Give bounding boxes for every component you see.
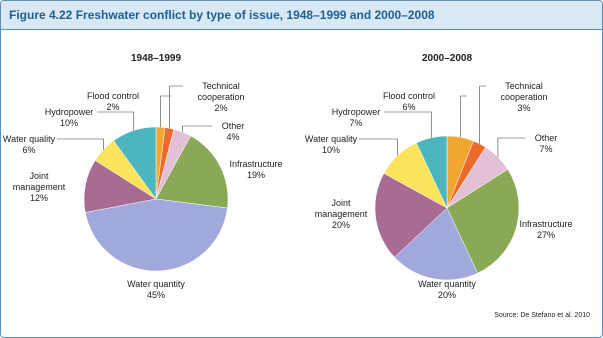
- pie-slice: [416, 135, 448, 209]
- slice-label: Joint management 20%: [311, 198, 371, 231]
- category-label: Water quality: [2, 134, 56, 144]
- leader-line: [497, 137, 526, 158]
- value-label: 20%: [437, 290, 456, 300]
- figure-title: Figure 4.22 Freshwater conflict by type …: [9, 8, 435, 22]
- slice-label: Flood control 2%: [53, 91, 173, 113]
- pie-slice: [155, 135, 229, 209]
- slice-label: Water quantity 45%: [116, 279, 196, 301]
- slice-label: Technical cooperation 2%: [181, 81, 261, 114]
- pie-slice: [84, 198, 228, 272]
- slice-label: Other 7%: [524, 133, 569, 155]
- value-label: 10%: [321, 145, 340, 155]
- value-label: 4%: [226, 132, 240, 142]
- chart-title: 1948–1999: [130, 53, 182, 64]
- slice-label: Other 4%: [211, 121, 256, 143]
- slice-label: Water quality 10%: [301, 134, 361, 156]
- leader-line: [97, 111, 135, 131]
- value-label: 19%: [246, 170, 265, 180]
- value-label: 10%: [59, 118, 78, 128]
- value-label: 20%: [331, 220, 350, 230]
- category-label: Infrastructure: [229, 159, 283, 169]
- value-label: 3%: [517, 103, 531, 113]
- category-label: Joint management: [12, 171, 66, 192]
- category-label: Hydropower: [44, 107, 94, 117]
- slice-label: Hydropower 7%: [326, 107, 386, 129]
- leader-line: [169, 85, 183, 129]
- category-label: Other: [221, 121, 245, 131]
- value-label: 2%: [106, 102, 120, 112]
- leader-line: [359, 138, 399, 156]
- category-label: Water quality: [304, 134, 358, 144]
- category-label: Hydropower: [331, 107, 381, 117]
- value-label: 7%: [539, 144, 553, 154]
- pie-slice: [374, 172, 448, 258]
- slice-label: Joint management 12%: [9, 171, 69, 204]
- header: Figure 4.22 Freshwater conflict by type …: [1, 1, 602, 30]
- category-label: Water quantity: [418, 279, 476, 289]
- category-label: Technical cooperation: [500, 81, 548, 102]
- category-label: Flood control: [382, 91, 436, 101]
- leader-line: [479, 85, 486, 144]
- value-label: 6%: [22, 145, 36, 155]
- source: Source: De Stefano et al. 2010: [494, 312, 590, 319]
- category-label: Water quantity: [127, 279, 185, 289]
- category-label: Other: [534, 133, 558, 143]
- value-label: 6%: [402, 102, 416, 112]
- leader-line: [384, 111, 432, 138]
- leader-line: [182, 125, 213, 133]
- category-label: Flood control: [86, 91, 140, 101]
- leader-line: [460, 95, 467, 138]
- value-label: 45%: [146, 290, 165, 300]
- chart-title: 2000–2008: [421, 53, 473, 64]
- value-label: 12%: [29, 193, 48, 203]
- slice-label: Flood control 6%: [349, 91, 469, 113]
- slice-label: Infrastructure 19%: [221, 159, 291, 181]
- slice-label: Infrastructure 27%: [511, 219, 581, 241]
- slice-label: Technical cooperation 3%: [484, 81, 564, 114]
- slice-label: Hydropower 10%: [39, 107, 99, 129]
- slice-label: Water quantity 20%: [407, 279, 487, 301]
- leader-line: [160, 95, 171, 128]
- pie-slice: [446, 169, 520, 274]
- value-label: 2%: [214, 103, 228, 113]
- leader-line: [57, 138, 104, 150]
- pie-slice: [113, 126, 157, 200]
- value-label: 7%: [349, 118, 363, 128]
- category-label: Joint management: [314, 198, 368, 219]
- category-label: Technical cooperation: [197, 81, 245, 102]
- value-label: 27%: [536, 230, 555, 240]
- slice-label: Water quality 6%: [1, 134, 59, 156]
- pie-slice: [394, 207, 478, 281]
- category-label: Infrastructure: [519, 219, 573, 229]
